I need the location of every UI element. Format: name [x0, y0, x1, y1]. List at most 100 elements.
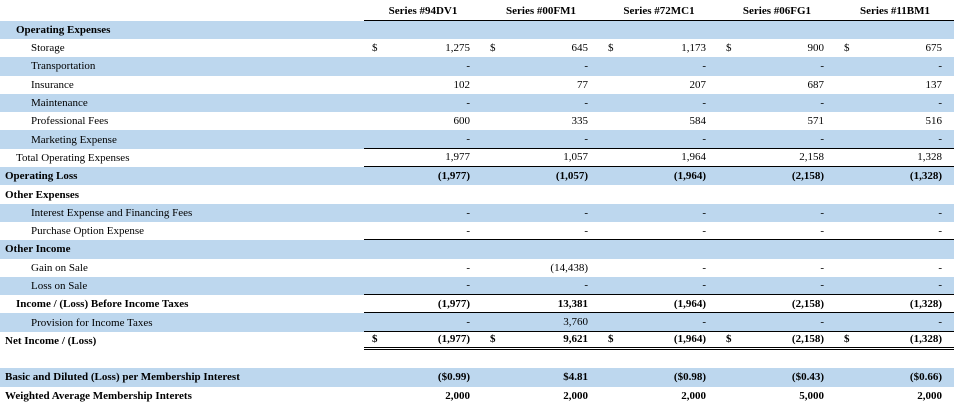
cell-value: ($0.66)	[909, 371, 942, 384]
cell-value: -	[938, 206, 942, 219]
value-cell: 102	[364, 76, 482, 94]
row-values: (1,977) 13,381 (1,964) (2,158) (1,328)	[364, 295, 954, 314]
value-cell	[600, 21, 718, 39]
cell-value: $4.81	[563, 371, 588, 384]
value-cell: (1,964)	[600, 167, 718, 185]
value-cell: $4.81	[482, 368, 600, 386]
cell-value: -	[466, 316, 470, 329]
value-cell: $ (1,964)	[600, 332, 718, 347]
cell-value: -	[820, 133, 824, 146]
cell-value: -	[702, 97, 706, 110]
cell-value: (1,328)	[909, 333, 942, 346]
value-cell: -	[836, 94, 954, 112]
cell-value: -	[702, 279, 706, 292]
value-cell: 77	[482, 76, 600, 94]
cell-value: ($0.98)	[673, 371, 706, 384]
table-row: Income / (Loss) Before Income Taxes (1,97…	[0, 295, 954, 314]
table-row: Insurance 102 77 207 687 137	[0, 76, 954, 94]
table-row: Gain on Sale - (14,438) - - -	[0, 259, 954, 277]
row-label: Maintenance	[31, 97, 88, 110]
value-cell	[718, 240, 836, 258]
table-row: Basic and Diluted (Loss) per Membership …	[0, 368, 954, 387]
value-cell: 207	[600, 76, 718, 94]
row-label: Provision for Income Taxes	[31, 316, 153, 329]
table-row: Marketing Expense - - - - -	[0, 130, 954, 149]
value-cell: -	[718, 259, 836, 277]
value-cell: ($0.98)	[600, 368, 718, 386]
value-cell	[600, 350, 718, 368]
cell-value: -	[466, 60, 470, 73]
cell-value: 2,000	[445, 389, 470, 402]
cell-value: -	[938, 316, 942, 329]
value-cell: $675	[836, 39, 954, 57]
value-cell: 1,964	[600, 149, 718, 166]
value-cell: -	[600, 259, 718, 277]
value-cell: $9,621	[482, 332, 600, 347]
cell-value: 1,057	[563, 151, 588, 164]
value-cell: -	[364, 259, 482, 277]
value-cell: $900	[718, 39, 836, 57]
value-cell	[600, 240, 718, 258]
dollar-sign: $	[490, 333, 496, 346]
dollar-sign: $	[372, 333, 378, 346]
cell-value: -	[702, 206, 706, 219]
value-cell: (1,057)	[482, 167, 600, 185]
value-cell: 1,977	[364, 149, 482, 166]
value-cell	[718, 185, 836, 203]
cell-value: 675	[925, 42, 943, 55]
cell-value: 102	[453, 78, 471, 91]
value-cell: -	[364, 57, 482, 75]
cell-value: -	[820, 206, 824, 219]
row-values: 2,000 2,000 2,000 5,000 2,000	[364, 387, 954, 405]
cell-value: 5,000	[799, 389, 824, 402]
value-cell: -	[836, 130, 954, 147]
cell-value: (2,158)	[791, 297, 824, 310]
cell-value: -	[702, 224, 706, 237]
value-cell: 5,000	[718, 387, 836, 405]
value-cell: (2,158)	[718, 167, 836, 185]
value-cell: (1,977)	[364, 295, 482, 312]
row-label: Basic and Diluted (Loss) per Membership …	[5, 371, 240, 384]
dollar-sign: $	[726, 333, 732, 346]
value-cell: -	[600, 130, 718, 147]
row-values: 102 77 207 687 137	[364, 76, 954, 94]
cell-value: 1,275	[445, 42, 470, 55]
cell-value: -	[938, 60, 942, 73]
cell-value: -	[702, 60, 706, 73]
cell-value: -	[820, 261, 824, 274]
value-cell: -	[482, 130, 600, 147]
table-row: Operating Expenses	[0, 20, 954, 39]
cell-value: -	[466, 261, 470, 274]
table-row: Other Income	[0, 240, 954, 259]
cell-value: 2,158	[799, 151, 824, 164]
value-cell: -	[482, 57, 600, 75]
cell-value: (14,438)	[550, 261, 588, 274]
value-cell: -	[364, 130, 482, 147]
value-cell: -	[482, 222, 600, 239]
cell-value: -	[938, 224, 942, 237]
value-cell: 2,000	[364, 387, 482, 405]
value-cell	[836, 185, 954, 203]
value-cell: $ (1,328)	[836, 332, 954, 347]
value-cell	[364, 21, 482, 39]
table-body: Operating Expenses Storage $1,275 $645 $1,17…	[0, 20, 954, 405]
dollar-sign: $	[608, 333, 614, 346]
cell-value: 77	[577, 78, 588, 91]
row-values: -----	[364, 94, 954, 112]
row-label: Transportation	[31, 60, 96, 73]
header-columns: Series #94DV1 Series #00FM1 Series #72MC1 S…	[364, 0, 954, 21]
cell-value: ($0.99)	[437, 371, 470, 384]
dollar-sign: $	[844, 333, 850, 346]
value-cell: -	[836, 259, 954, 277]
value-cell: -	[482, 204, 600, 222]
cell-value: 137	[925, 78, 943, 91]
cell-value: (1,964)	[673, 333, 706, 346]
value-cell: 2,000	[836, 387, 954, 405]
value-cell: ($0.43)	[718, 368, 836, 386]
cell-value: 645	[571, 42, 589, 55]
value-cell: $645	[482, 39, 600, 57]
value-cell: 687	[718, 76, 836, 94]
value-cell: -	[364, 94, 482, 112]
value-cell: (1,964)	[600, 295, 718, 312]
cell-value: -	[820, 97, 824, 110]
